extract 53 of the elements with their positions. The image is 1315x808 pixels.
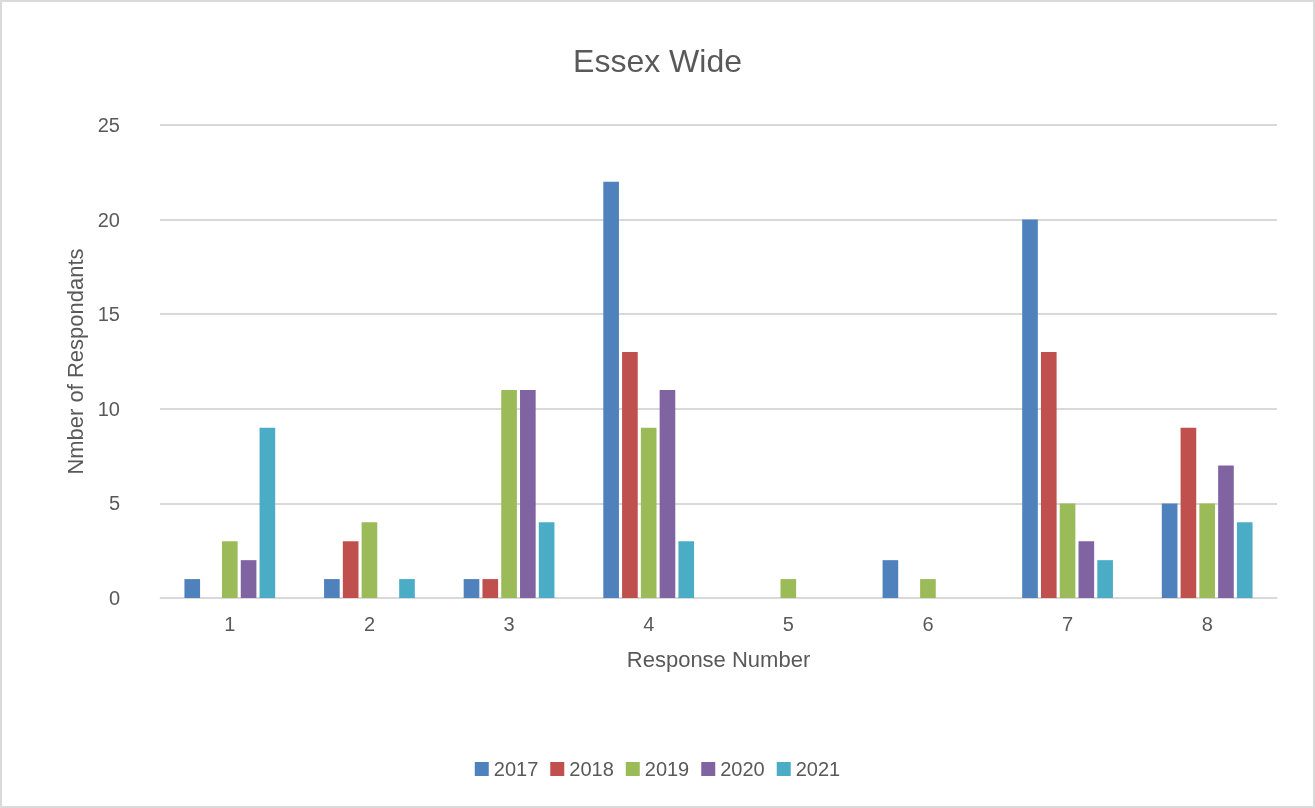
x-tick-label: 2 <box>363 613 375 635</box>
x-tick-label: 3 <box>503 613 515 635</box>
y-tick-label: 0 <box>108 587 120 609</box>
y-tick-label: 10 <box>97 397 120 420</box>
legend-label: 2021 <box>795 758 841 780</box>
bar <box>324 579 340 598</box>
x-tick-label: 8 <box>1201 613 1213 635</box>
y-tick-label: 5 <box>108 492 120 515</box>
bar <box>482 579 499 598</box>
bar <box>1078 541 1095 598</box>
chart-title: Essex Wide <box>573 43 742 79</box>
bar <box>342 541 359 598</box>
y-tick-label: 15 <box>97 303 120 326</box>
bar <box>1180 427 1197 598</box>
bar <box>1040 352 1057 598</box>
x-tick-label: 4 <box>643 613 655 635</box>
bar <box>399 579 415 598</box>
legend-label: 2019 <box>644 758 690 780</box>
legend-label: 2018 <box>569 758 614 780</box>
legend-label: 2020 <box>720 758 765 780</box>
y-axis-title: Nmber of Respondants <box>63 248 89 475</box>
bar <box>659 389 676 598</box>
bar <box>603 181 619 598</box>
x-axis-title: Response Number <box>626 646 811 672</box>
x-tick-label: 5 <box>782 613 794 635</box>
x-tick-label: 1 <box>224 613 236 635</box>
y-tick-label: 20 <box>97 208 120 231</box>
bar <box>1059 503 1076 598</box>
x-tick-label: 6 <box>922 613 934 635</box>
bar <box>1218 465 1234 598</box>
x-tick-label: 7 <box>1062 613 1074 635</box>
bar <box>678 541 695 598</box>
bar <box>640 427 657 598</box>
bar <box>1161 503 1178 598</box>
y-tick-label: 25 <box>97 114 120 136</box>
bar <box>259 427 276 598</box>
bar <box>520 389 536 598</box>
bar <box>1199 503 1216 598</box>
bar <box>1236 522 1253 598</box>
bar <box>463 579 480 598</box>
bar <box>221 541 238 598</box>
bar <box>361 522 378 598</box>
bar <box>920 579 936 598</box>
bar <box>184 579 201 598</box>
bar <box>622 352 638 598</box>
bar <box>501 389 517 598</box>
legend-label: 2017 <box>493 758 539 780</box>
bar <box>882 560 899 598</box>
bar <box>1022 219 1038 598</box>
bar <box>1097 560 1113 598</box>
bar <box>240 560 257 598</box>
bar <box>538 522 555 598</box>
bar <box>780 579 797 598</box>
